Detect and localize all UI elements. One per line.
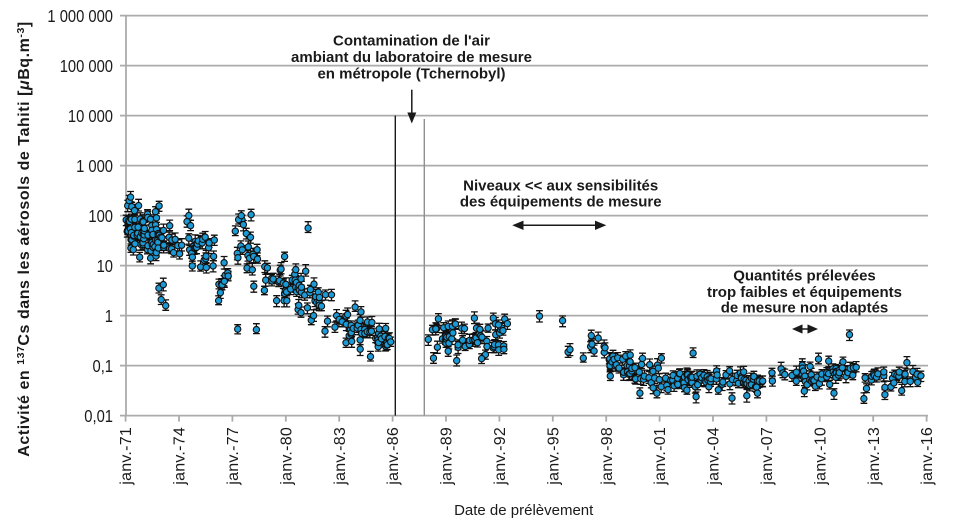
svg-text:trop faibles et équipements: trop faibles et équipements	[707, 284, 902, 301]
svg-text:janv.-95: janv.-95	[545, 427, 562, 486]
svg-text:1: 1	[105, 306, 113, 326]
svg-text:janv.-80: janv.-80	[278, 427, 295, 486]
svg-text:ambiant du laboratoire de mesu: ambiant du laboratoire de mesure	[291, 49, 532, 66]
svg-text:Niveaux << aux sensibilités: Niveaux << aux sensibilités	[463, 178, 658, 195]
svg-text:janv.-89: janv.-89	[439, 427, 456, 486]
svg-text:janv.-92: janv.-92	[492, 427, 509, 486]
svg-text:janv.-98: janv.-98	[599, 427, 616, 486]
svg-text:Contamination de l'air: Contamination de l'air	[333, 33, 490, 50]
svg-text:janv.-86: janv.-86	[385, 427, 402, 486]
svg-text:des équipements de mesure: des équipements de mesure	[460, 193, 662, 210]
svg-text:janv.-77: janv.-77	[225, 427, 242, 486]
svg-text:100 000: 100 000	[60, 56, 113, 76]
svg-text:de mesure non adaptés: de mesure non adaptés	[721, 300, 889, 317]
svg-text:0,01: 0,01	[84, 406, 113, 426]
svg-text:Date de prélèvement: Date de prélèvement	[454, 502, 594, 519]
svg-text:janv.-01: janv.-01	[652, 427, 669, 486]
svg-text:janv.-04: janv.-04	[706, 427, 723, 486]
svg-text:10 000: 10 000	[68, 106, 113, 126]
svg-text:100: 100	[88, 206, 113, 226]
svg-text:en métropole (Tchernobyl): en métropole (Tchernobyl)	[317, 65, 505, 82]
svg-text:0,1: 0,1	[93, 356, 113, 376]
svg-text:janv.-13: janv.-13	[866, 427, 883, 486]
svg-text:janv.-10: janv.-10	[812, 427, 829, 486]
svg-text:janv.-74: janv.-74	[172, 427, 189, 486]
svg-text:janv.-83: janv.-83	[332, 427, 349, 486]
svg-text:janv.-07: janv.-07	[759, 427, 776, 486]
svg-text:1 000 000: 1 000 000	[47, 6, 113, 26]
svg-text:10: 10	[97, 256, 113, 276]
svg-text:Activité en 137Cs dans les aér: Activité en 137Cs dans les aérosols de T…	[15, 21, 33, 456]
svg-text:1 000: 1 000	[76, 156, 113, 176]
svg-text:janv.-71: janv.-71	[118, 427, 135, 486]
svg-text:Quantités prélevées: Quantités prélevées	[733, 268, 876, 285]
svg-text:janv.-16: janv.-16	[919, 427, 936, 486]
